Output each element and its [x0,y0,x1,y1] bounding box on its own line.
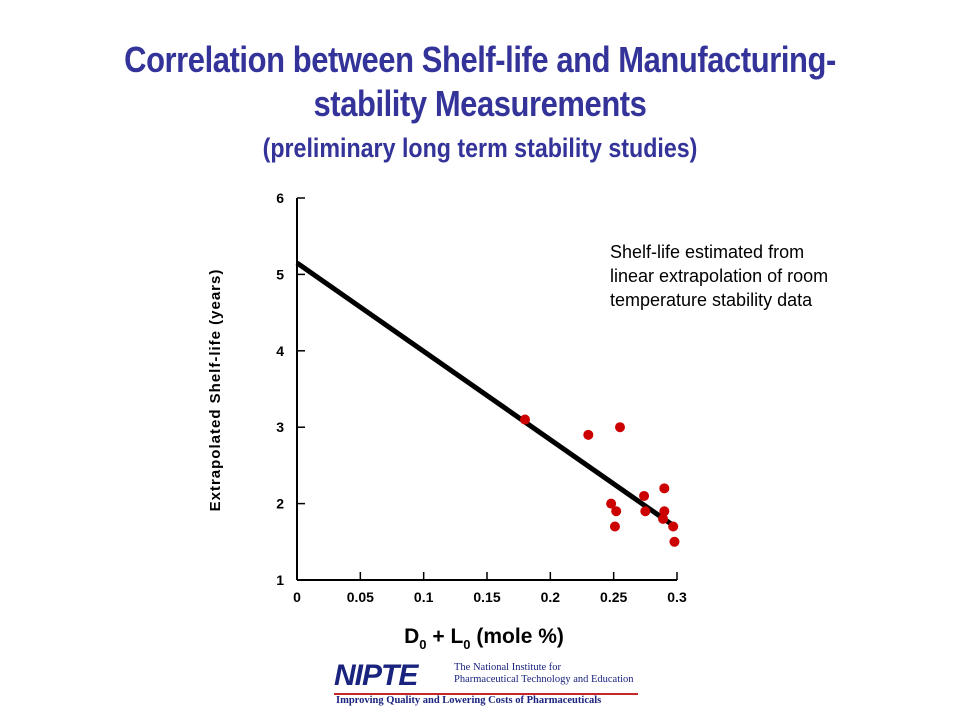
x-axis-label-main: D [404,625,419,648]
annotation-line-2: linear extrapolation of room [610,266,829,286]
x-tick-label: 0.25 [600,589,627,605]
y-tick-label: 4 [276,343,284,359]
x-axis-label-sub-1: 0 [419,637,426,652]
x-tick-label: 0.15 [473,589,500,605]
fit-line [295,260,679,531]
y-tick-label: 2 [276,496,284,512]
x-axis-label: D0 + L0 (mole %) [404,625,564,652]
x-tick-label: 0.2 [541,589,561,605]
x-axis-label-unit: (mole %) [471,625,564,648]
slide-title-block: Correlation between Shelf-life and Manuf… [0,38,960,166]
data-point [606,498,617,509]
x-axis-label-plus: + L [427,625,464,648]
chart-fit-line-group [295,260,679,531]
nipte-logo: NIPTE The National Institute for Pharmac… [334,659,638,706]
logo-tagline-line-2: Pharmaceutical Technology and Education [454,674,634,685]
data-point [615,422,625,433]
y-axis-label: Extrapolated Shelf-life (years) [207,269,224,512]
data-point [520,414,530,425]
chart-annotation: Shelf-life estimated from linear extrapo… [610,240,940,312]
logo-divider [334,693,638,695]
logo-slogan: Improving Quality and Lowering Costs of … [336,695,602,706]
logo-name: NIPTE [334,659,418,692]
data-point [659,506,670,517]
chart-ticks: 0 0.05 0.1 0.15 0.2 0.25 0.3 1 2 3 4 5 6 [276,190,687,605]
y-tick-label: 6 [276,190,284,206]
data-point [658,513,669,524]
x-tick-label: 0 [293,589,301,605]
slide-title-line-2: stability Measurements [313,83,647,124]
data-point [609,521,620,532]
slide-title-line-1: Correlation between Shelf-life and Manuf… [124,39,836,80]
y-tick-label: 1 [276,572,284,588]
x-tick-label: 0.1 [414,589,434,605]
x-tick-label: 0.05 [347,589,374,605]
data-point [668,521,679,532]
data-point [659,483,670,494]
logo-tagline: The National Institute for Pharmaceutica… [454,662,644,686]
slide-subtitle: (preliminary long term stability studies… [262,133,698,163]
x-tick-label: 0.3 [667,589,687,605]
y-tick-label: 3 [276,419,284,435]
y-tick-label: 5 [276,266,284,282]
annotation-line-3: temperature stability data [610,290,813,310]
logo-tagline-line-1: The National Institute for [454,662,562,673]
annotation-line-1: Shelf-life estimated from [610,242,805,262]
data-point [639,490,650,501]
data-point [640,506,651,517]
data-point [611,506,622,517]
data-point [583,429,594,440]
x-axis-label-sub-2: 0 [463,637,470,652]
data-point [669,536,680,547]
chart-points [520,414,680,547]
